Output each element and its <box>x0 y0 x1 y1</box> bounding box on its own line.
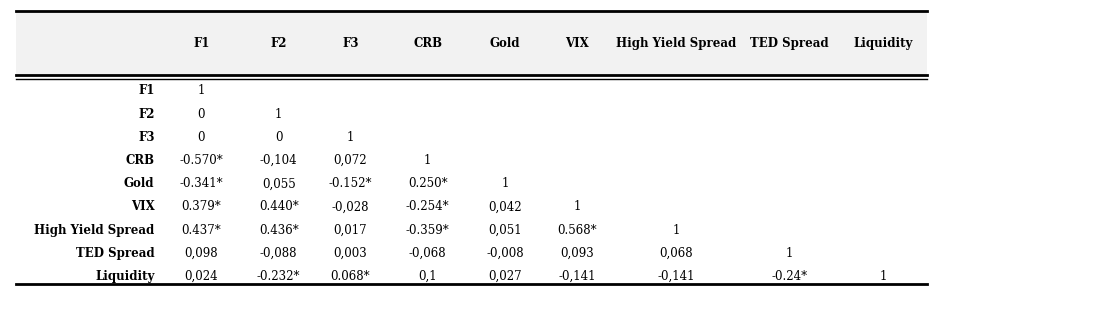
Text: -0.232*: -0.232* <box>257 270 300 283</box>
Text: -0.254*: -0.254* <box>406 201 450 214</box>
Text: -0.570*: -0.570* <box>180 154 223 167</box>
Text: Gold: Gold <box>490 37 520 50</box>
Text: VIX: VIX <box>565 37 589 50</box>
Text: 1: 1 <box>501 177 509 190</box>
Text: 0,017: 0,017 <box>333 224 368 237</box>
Text: 0,1: 0,1 <box>419 270 437 283</box>
Text: 1: 1 <box>424 154 431 167</box>
Text: CRB: CRB <box>126 154 154 167</box>
Text: Liquidity: Liquidity <box>853 37 913 50</box>
Text: F3: F3 <box>138 131 154 144</box>
Text: 0.250*: 0.250* <box>408 177 448 190</box>
Text: F2: F2 <box>270 37 287 50</box>
Text: -0,068: -0,068 <box>409 247 447 260</box>
Text: 1: 1 <box>785 247 793 260</box>
Text: 0,093: 0,093 <box>560 247 593 260</box>
Text: 1: 1 <box>198 84 206 98</box>
Text: 1: 1 <box>573 201 581 214</box>
Text: 1: 1 <box>276 108 282 121</box>
Text: F1: F1 <box>138 84 154 98</box>
Text: 0,042: 0,042 <box>488 201 522 214</box>
Text: 0,098: 0,098 <box>184 247 218 260</box>
Text: 0.436*: 0.436* <box>259 224 299 237</box>
Text: -0.24*: -0.24* <box>771 270 808 283</box>
Bar <box>17 11 928 75</box>
Text: -0,104: -0,104 <box>260 154 298 167</box>
Text: VIX: VIX <box>131 201 154 214</box>
Text: 1: 1 <box>347 131 354 144</box>
Text: Gold: Gold <box>124 177 154 190</box>
Text: -0,028: -0,028 <box>332 201 369 214</box>
Text: 0: 0 <box>274 131 282 144</box>
Text: High Yield Spread: High Yield Spread <box>617 37 737 50</box>
Text: 0: 0 <box>198 108 206 121</box>
Text: -0,008: -0,008 <box>487 247 524 260</box>
Text: -0.152*: -0.152* <box>329 177 372 190</box>
Text: High Yield Spread: High Yield Spread <box>34 224 154 237</box>
Text: 0.440*: 0.440* <box>259 201 299 214</box>
Text: F2: F2 <box>138 108 154 121</box>
Text: 0.068*: 0.068* <box>331 270 370 283</box>
Text: Liquidity: Liquidity <box>96 270 154 283</box>
Text: 1: 1 <box>672 224 680 237</box>
Text: 0,072: 0,072 <box>333 154 368 167</box>
Text: 0,003: 0,003 <box>333 247 368 260</box>
Text: -0,141: -0,141 <box>658 270 695 283</box>
Text: CRB: CRB <box>413 37 442 50</box>
Text: 0.568*: 0.568* <box>557 224 597 237</box>
Text: TED Spread: TED Spread <box>750 37 829 50</box>
Text: 0,068: 0,068 <box>660 247 693 260</box>
Text: 0.379*: 0.379* <box>181 201 221 214</box>
Text: TED Spread: TED Spread <box>76 247 154 260</box>
Text: -0,141: -0,141 <box>558 270 595 283</box>
Text: 0: 0 <box>198 131 206 144</box>
Text: 0,027: 0,027 <box>488 270 522 283</box>
Text: 0.437*: 0.437* <box>181 224 221 237</box>
Text: 0,051: 0,051 <box>488 224 522 237</box>
Text: -0.341*: -0.341* <box>180 177 223 190</box>
Text: 0,055: 0,055 <box>262 177 296 190</box>
Text: F3: F3 <box>342 37 359 50</box>
Text: F1: F1 <box>193 37 210 50</box>
Text: 0,024: 0,024 <box>184 270 218 283</box>
Text: -0.359*: -0.359* <box>406 224 450 237</box>
Text: -0,088: -0,088 <box>260 247 298 260</box>
Text: 1: 1 <box>880 270 887 283</box>
